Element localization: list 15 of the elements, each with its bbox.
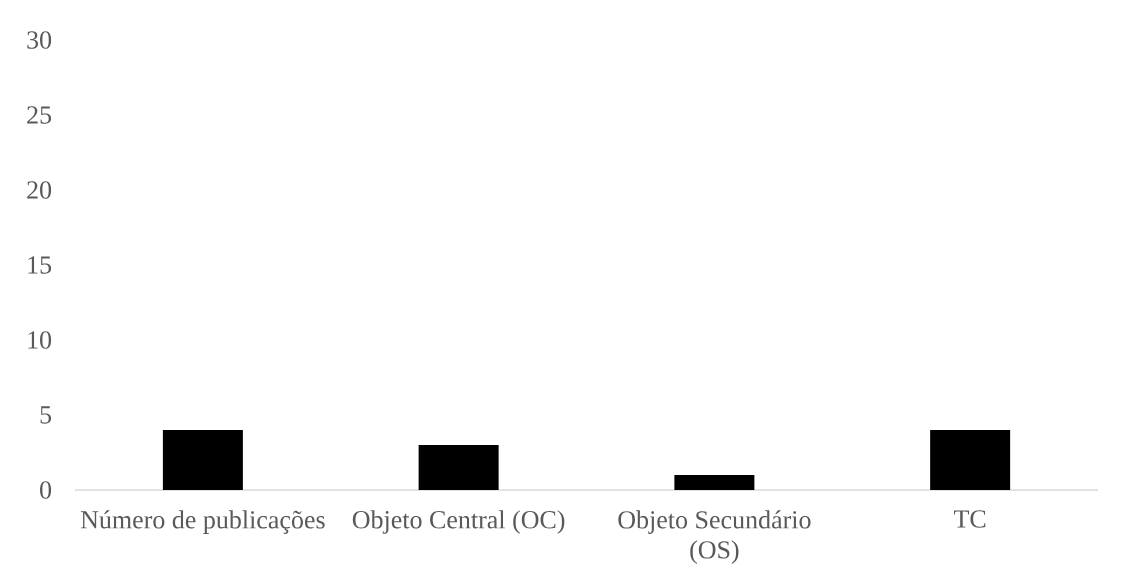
x-tick-label: Objeto Central (OC) [352,510,565,534]
bar [930,430,1011,490]
bar [674,475,755,490]
y-tick-label: 0 [40,481,52,499]
y-tick-label: 20 [27,181,52,199]
y-tick-label: 15 [28,256,52,274]
y-tick-label: 5 [40,406,52,424]
bar [162,430,243,490]
x-tick-label: TC [953,510,986,528]
x-tick-label: Número de publicações [80,510,325,534]
x-tick-label: Objeto Secundário (OS) [618,510,811,564]
y-tick-label: 25 [27,106,52,124]
y-tick-label: 30 [27,31,52,49]
y-tick-label: 10 [28,331,52,349]
bar [418,445,499,490]
